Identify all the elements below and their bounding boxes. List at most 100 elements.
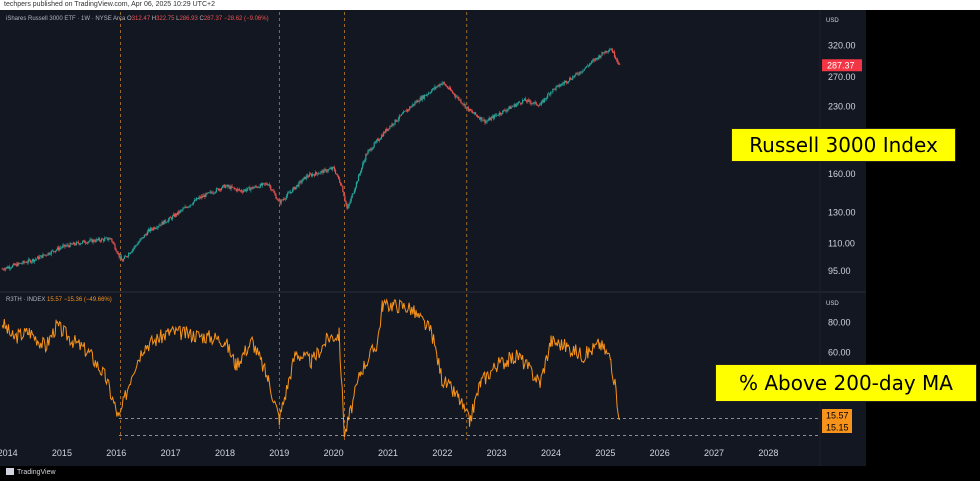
price-candle bbox=[141, 236, 143, 240]
candle-body bbox=[369, 148, 371, 150]
price-candle bbox=[463, 101, 465, 106]
price-candle bbox=[544, 98, 547, 101]
price-candle bbox=[594, 58, 596, 63]
candle-body bbox=[213, 192, 215, 194]
price-candle bbox=[121, 258, 123, 262]
candle-body bbox=[134, 245, 136, 248]
price-candle bbox=[504, 108, 506, 112]
candle-body bbox=[594, 59, 596, 61]
price-candle bbox=[345, 200, 347, 207]
price-candle bbox=[488, 115, 490, 122]
candle-body bbox=[554, 88, 556, 90]
candle-body bbox=[21, 263, 23, 265]
candle-body bbox=[33, 259, 36, 262]
candle-body bbox=[457, 97, 459, 98]
candle-body bbox=[567, 81, 570, 83]
price-candle bbox=[66, 243, 68, 247]
candle-body bbox=[178, 211, 180, 214]
price-candle bbox=[371, 147, 373, 151]
price-candle bbox=[474, 111, 477, 116]
candle-body bbox=[416, 100, 418, 103]
candle-body bbox=[248, 187, 250, 188]
candle-body bbox=[267, 184, 269, 186]
price-candle bbox=[287, 191, 290, 194]
breadth-value-badge bbox=[822, 409, 852, 421]
candle-body bbox=[299, 181, 301, 182]
candle-body bbox=[375, 140, 377, 143]
price-candle bbox=[555, 85, 557, 92]
price-candle bbox=[537, 104, 539, 108]
candle-body bbox=[555, 86, 557, 90]
price-candle bbox=[128, 252, 130, 259]
candle-body bbox=[405, 110, 408, 112]
candle-body bbox=[575, 73, 577, 75]
candle-body bbox=[184, 206, 186, 209]
price-candle bbox=[112, 240, 114, 244]
price-candle bbox=[563, 79, 565, 86]
price-candle bbox=[74, 242, 76, 246]
price-candle bbox=[384, 130, 386, 134]
candle-body bbox=[462, 103, 464, 105]
candle-body bbox=[563, 81, 565, 84]
candle-body bbox=[493, 114, 495, 119]
x-tick-label-2026: 2026 bbox=[650, 448, 670, 458]
price-candle bbox=[282, 197, 284, 202]
candle-body bbox=[291, 191, 293, 193]
candle-body bbox=[40, 255, 42, 257]
breadth-currency-label: USD bbox=[826, 301, 839, 307]
price-candle bbox=[204, 193, 206, 200]
price-candle bbox=[255, 184, 257, 188]
candle-body bbox=[300, 181, 302, 183]
price-candle bbox=[411, 105, 413, 108]
price-candle bbox=[258, 186, 260, 189]
price-candle bbox=[361, 167, 363, 173]
candle-body bbox=[98, 238, 100, 241]
price-candle bbox=[168, 216, 170, 222]
candle-body bbox=[598, 55, 600, 59]
price-candle bbox=[80, 242, 83, 244]
price-candle bbox=[9, 266, 12, 271]
price-candle bbox=[421, 94, 423, 102]
candle-body bbox=[437, 85, 439, 87]
candle-body bbox=[222, 185, 224, 189]
price-candle bbox=[547, 93, 549, 100]
candle-body bbox=[194, 199, 197, 201]
candle-body bbox=[514, 104, 516, 107]
candle-body bbox=[187, 206, 189, 208]
price-candle bbox=[132, 248, 134, 254]
price-candle bbox=[174, 213, 176, 218]
price-candle bbox=[337, 173, 339, 178]
candle-body bbox=[225, 185, 227, 188]
price-candle bbox=[538, 103, 540, 107]
price-candle bbox=[388, 128, 390, 132]
price-candle bbox=[108, 237, 110, 242]
candle-body bbox=[8, 266, 11, 269]
candle-body bbox=[22, 261, 24, 264]
candle-body bbox=[556, 85, 558, 87]
tradingview-logo[interactable]: TradingView bbox=[6, 468, 56, 476]
price-candle bbox=[613, 49, 616, 59]
candle-body bbox=[446, 86, 448, 88]
candle-body bbox=[334, 170, 337, 174]
price-candle bbox=[122, 258, 124, 262]
price-candle bbox=[82, 240, 84, 245]
candle-body bbox=[35, 259, 37, 260]
candle-body bbox=[331, 167, 333, 170]
price-candle bbox=[194, 198, 197, 201]
candle-body bbox=[283, 199, 285, 200]
price-candle bbox=[569, 76, 571, 82]
price-candle bbox=[332, 166, 335, 169]
candle-body bbox=[434, 86, 436, 90]
candle-body bbox=[450, 90, 453, 92]
candle-body bbox=[67, 244, 69, 246]
price-candle bbox=[579, 71, 581, 75]
price-candle bbox=[294, 186, 296, 190]
price-candle bbox=[588, 62, 591, 67]
price-candle bbox=[288, 190, 291, 194]
candle-body bbox=[31, 259, 34, 262]
candle-body bbox=[407, 109, 409, 112]
price-candle bbox=[574, 74, 576, 79]
price-candle bbox=[330, 166, 332, 170]
candle-body bbox=[357, 175, 360, 182]
